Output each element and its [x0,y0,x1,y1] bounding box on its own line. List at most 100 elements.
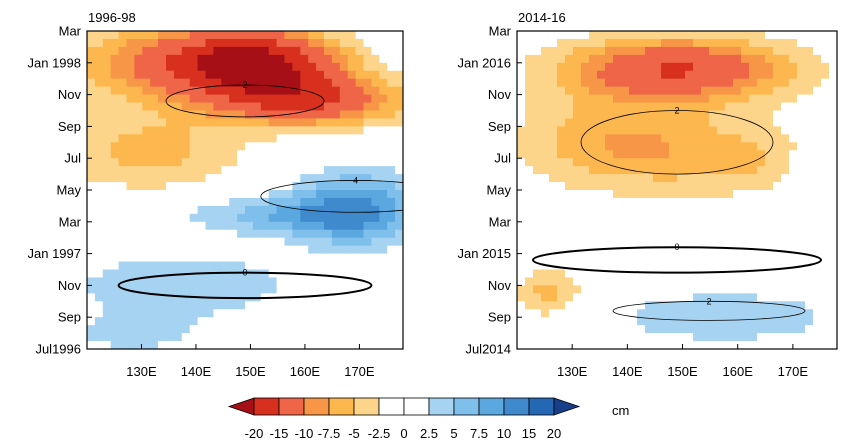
heatmap-cell [693,301,702,310]
heatmap-cell [805,46,814,56]
heatmap-cell [395,110,403,120]
heatmap-cell [126,309,135,318]
heatmap-cell [629,325,638,334]
heatmap-cell [158,166,167,175]
heatmap-cell [260,134,270,143]
heatmap-cell [221,285,230,294]
heatmap-cell [94,301,104,310]
heatmap-cell [685,317,694,326]
heatmap-cell [725,182,734,191]
heatmap-cell [197,253,207,263]
heatmap-cell [316,197,325,207]
heatmap-cell [813,261,822,271]
heatmap-cell [685,150,694,159]
heatmap-cell [693,261,702,271]
heatmap-cell [245,38,254,48]
heatmap-cell [605,158,614,167]
heatmap-cell [685,78,694,88]
heatmap-cell [685,94,694,104]
heatmap-cell [565,333,574,342]
heatmap-cell [166,269,175,279]
heatmap-cell [173,293,183,302]
heatmap-cell [677,229,686,239]
heatmap-cell [797,94,806,104]
heatmap-cell [316,277,325,286]
heatmap-cell [573,237,582,247]
heatmap-cell [260,277,270,286]
heatmap-cell [701,317,710,326]
heatmap-cell [829,31,837,40]
heatmap-cell [829,54,837,64]
heatmap-cell [110,46,120,56]
heatmap-cell [355,174,365,183]
heatmap-cell [252,213,262,223]
heatmap-cell [252,142,262,151]
heatmap-cell [189,277,199,286]
heatmap-cell [284,301,293,310]
heatmap-cell [605,285,614,294]
heatmap-cell [205,126,214,135]
heatmap-cell [150,229,159,239]
heatmap-cell [308,341,317,349]
heatmap-cell [573,134,582,143]
heatmap-cell [221,237,230,247]
heatmap-cell [229,277,238,286]
heatmap-cell [331,118,341,127]
colorbar-tick-label: -10 [295,426,314,441]
heatmap-cell [565,245,574,255]
heatmap-cell [829,301,837,310]
heatmap-cell [717,190,726,199]
heatmap-cell [677,333,686,342]
heatmap-cell [142,166,151,175]
heatmap-cell [102,158,112,167]
heatmap-cell [94,78,104,88]
heatmap-cell [789,197,798,207]
heatmap-cell [805,182,814,191]
heatmap-cell [173,174,183,183]
heatmap-cell [118,293,128,302]
heatmap-cell [685,142,694,151]
heatmap-cell [395,150,403,159]
heatmap-cell [677,54,686,64]
heatmap-cell [300,158,309,167]
heatmap-cell [813,102,822,112]
heatmap-cell [573,269,582,279]
heatmap-cell [197,333,207,342]
heatmap-cell [324,205,333,215]
heatmap-cell [621,197,630,207]
heatmap-cell [102,46,112,56]
heatmap-cell [789,118,798,127]
heatmap-cell [94,126,104,135]
heatmap-cell [173,142,183,151]
heatmap-cell [347,38,357,48]
heatmap-cell [757,190,766,199]
heatmap-cell [541,182,550,191]
heatmap-cell [197,229,207,239]
heatmap-cell [565,325,574,334]
heatmap-cell [237,341,246,349]
heatmap-cell [237,277,246,286]
heatmap-cell [181,142,191,151]
heatmap-cell [355,166,365,175]
heatmap-cell [118,182,128,191]
heatmap-cell [797,150,806,159]
heatmap-cell [363,182,372,191]
heatmap-cell [597,86,606,96]
heatmap-cell [829,333,837,342]
heatmap-cell [347,46,357,56]
heatmap-cell [221,197,230,207]
heatmap-cell [158,269,167,279]
heatmap-cell [245,174,254,183]
heatmap-cell [693,78,702,88]
heatmap-cell [621,277,630,286]
heatmap-cell [797,221,806,231]
panel-title: 1996-98 [88,10,136,25]
heatmap-cell [525,333,534,342]
heatmap-cell [173,301,183,310]
heatmap-cell [709,325,718,334]
heatmap-cell [749,205,758,215]
heatmap-cell [94,86,104,96]
heatmap-cell [94,134,104,143]
heatmap-cell [118,269,128,279]
heatmap-cell [173,86,183,96]
